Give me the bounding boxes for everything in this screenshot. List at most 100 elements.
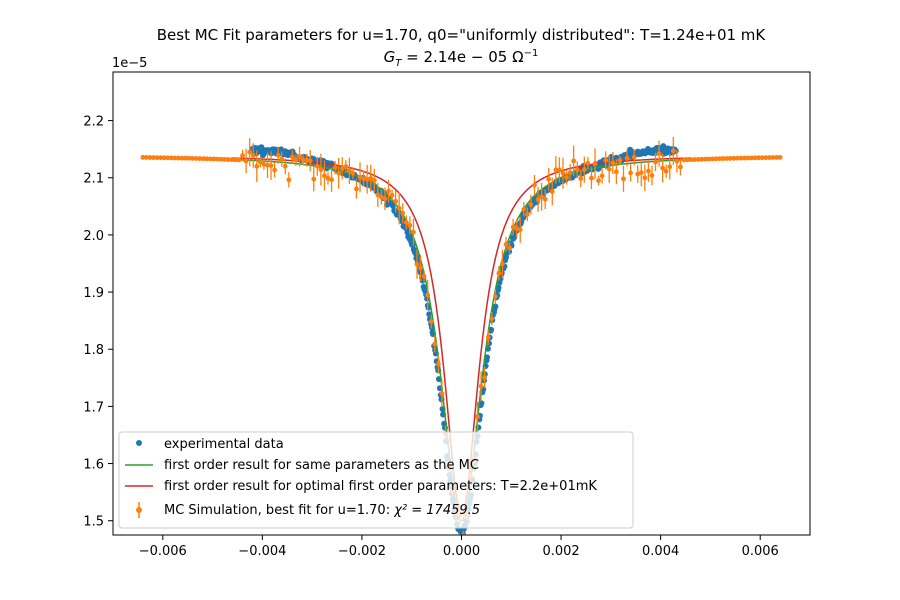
mc-simulation-point xyxy=(396,205,402,211)
mc-simulation-point xyxy=(215,156,221,162)
mc-simulation-point xyxy=(557,167,562,173)
mc-simulation-point xyxy=(492,294,498,299)
mc-simulation-point xyxy=(311,176,317,182)
mc-simulation-point xyxy=(229,157,235,163)
mc-simulation-point xyxy=(418,265,423,271)
mc-simulation-point xyxy=(293,157,299,163)
mc-simulation-point xyxy=(339,166,345,171)
mc-simulation-point xyxy=(282,163,288,169)
mc-simulation-point xyxy=(695,156,701,162)
mc-simulation-point xyxy=(710,156,715,162)
mc-simulation-point xyxy=(165,155,171,161)
mc-simulation-point xyxy=(350,170,356,176)
mc-simulation-point xyxy=(243,158,249,164)
mc-simulation-point xyxy=(631,154,637,160)
x-axis: −0.006 −0.004 −0.002 0.000 0.002 0.004 0.006 xyxy=(139,535,779,559)
mc-simulation-point xyxy=(144,155,149,160)
x-tick-label: 0.004 xyxy=(642,544,679,559)
mc-simulation-point xyxy=(179,155,185,161)
mc-simulation-point xyxy=(485,334,491,340)
mc-simulation-point xyxy=(411,229,416,235)
mc-simulation-point xyxy=(425,292,431,298)
legend-label-first-order-optimal: first order result for optimal first ord… xyxy=(164,479,597,494)
mc-simulation-point xyxy=(200,156,206,162)
mc-simulation-point xyxy=(257,159,263,165)
mc-simulation-point xyxy=(421,273,427,279)
x-tick-label: 0.002 xyxy=(542,544,579,559)
legend: experimental data first order result for… xyxy=(118,431,634,529)
mc-simulation-point xyxy=(674,158,680,164)
mc-simulation-point xyxy=(777,154,783,160)
mc-simulation-point xyxy=(186,155,192,161)
mc-simulation-point xyxy=(375,192,381,198)
mc-simulation-point xyxy=(222,156,228,162)
mc-simulation-point xyxy=(706,156,712,162)
mc-simulation-point xyxy=(532,182,537,188)
y-offset-label: 1e−5 xyxy=(112,56,147,71)
legend-marker-mc-simulation xyxy=(136,502,142,518)
mc-simulation-point xyxy=(553,167,559,173)
mc-simulation-point xyxy=(578,176,584,181)
y-tick-label: 1.7 xyxy=(83,400,104,415)
mc-simulation-point xyxy=(713,156,719,162)
mc-simulation-point xyxy=(599,173,605,179)
mc-simulation-point xyxy=(567,170,573,176)
mc-simulation-point xyxy=(190,155,196,161)
mc-simulation-point xyxy=(382,196,388,202)
mc-simulation-point xyxy=(653,159,658,165)
mc-simulation-point xyxy=(336,170,342,176)
mc-simulation-point xyxy=(176,155,181,161)
chart-subtitle: GT = 2.14e − 05 Ω−1 xyxy=(384,48,539,69)
mc-simulation-point xyxy=(208,156,213,162)
mc-simulation-point xyxy=(435,361,441,367)
mc-simulation-point xyxy=(571,158,577,164)
mc-simulation-point xyxy=(702,156,708,162)
mc-simulation-point xyxy=(628,170,634,176)
mc-simulation-point xyxy=(589,175,594,181)
mc-simulation-point xyxy=(606,166,612,172)
mc-simulation-point xyxy=(549,189,555,194)
mc-simulation-point xyxy=(368,175,374,181)
mc-simulation-point xyxy=(439,391,445,396)
mc-simulation-point xyxy=(688,157,694,163)
mc-simulation-point xyxy=(151,155,156,160)
mc-simulation-point xyxy=(524,211,530,217)
mc-simulation-point xyxy=(663,168,669,174)
mc-simulation-point xyxy=(581,167,587,173)
mc-simulation-point xyxy=(225,157,231,162)
mc-simulation-point xyxy=(649,173,655,178)
mc-simulation-point xyxy=(542,196,548,202)
y-tick-label: 1.8 xyxy=(83,343,104,358)
mc-simulation-point xyxy=(489,316,495,322)
mc-simulation-point xyxy=(329,177,334,183)
x-tick-label: 0.006 xyxy=(742,544,779,559)
mc-simulation-point xyxy=(307,158,313,164)
mc-simulation-point xyxy=(752,155,758,161)
mc-simulation-point xyxy=(158,155,164,161)
mc-simulation-point xyxy=(585,160,591,166)
mc-simulation-point xyxy=(172,155,178,161)
x-tick-label: 0.000 xyxy=(443,544,480,559)
mc-simulation-point xyxy=(749,155,755,161)
mc-simulation-point xyxy=(656,151,662,157)
mc-simulation-point xyxy=(389,192,395,198)
mc-simulation-point xyxy=(535,197,541,202)
mc-simulation-point xyxy=(204,156,210,162)
x-tick-label: −0.006 xyxy=(139,544,187,559)
mc-simulation-point xyxy=(197,156,203,161)
mc-simulation-point xyxy=(592,161,598,167)
experimental-point xyxy=(495,284,502,291)
mc-simulation-point xyxy=(478,383,484,389)
mc-simulation-point xyxy=(670,148,676,154)
mc-simulation-point xyxy=(642,175,648,181)
y-axis: 1.5 1.6 1.7 1.8 1.9 2.0 2.1 2.2 xyxy=(83,115,113,530)
mc-simulation-point xyxy=(361,176,366,182)
y-tick-label: 2.1 xyxy=(83,172,104,187)
mc-simulation-point xyxy=(596,178,601,184)
mc-simulation-point xyxy=(407,222,413,228)
mc-simulation-point xyxy=(500,261,505,267)
mc-simulation-point xyxy=(147,155,153,160)
mc-simulation-point xyxy=(678,164,683,170)
mc-simulation-point xyxy=(354,186,359,192)
